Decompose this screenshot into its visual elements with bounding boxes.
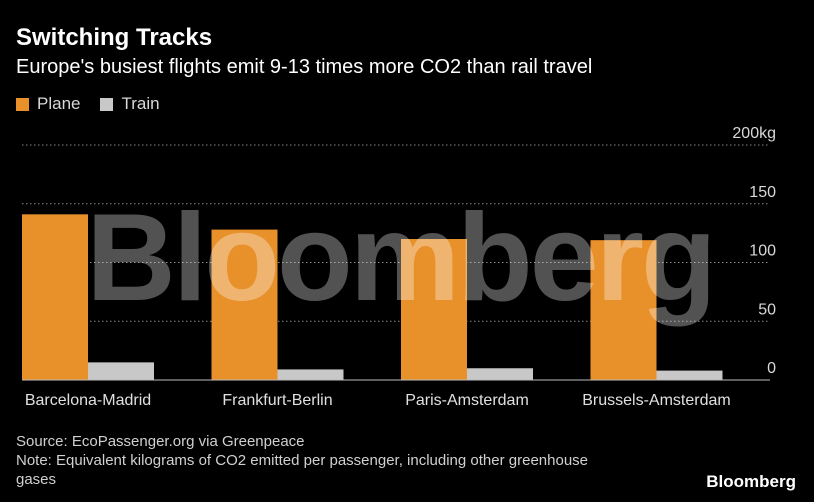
explanatory-note: Note: Equivalent kilograms of CO2 emitte… xyxy=(16,452,588,488)
footer: Source: EcoPassenger.org via Greenpeace … xyxy=(16,432,616,489)
legend-item-train: Train xyxy=(100,94,160,114)
y-tick-label: 50 xyxy=(758,301,776,318)
chart-subtitle: Europe's busiest flights emit 9-13 times… xyxy=(16,56,593,78)
brand-logo: Bloomberg xyxy=(706,472,796,491)
y-tick-label: 150 xyxy=(749,184,776,201)
y-tick-label: 200kg xyxy=(732,125,776,142)
bar-train xyxy=(656,370,723,380)
watermark: Bloomberg xyxy=(86,189,713,327)
y-tick-label: 0 xyxy=(767,360,776,377)
source-note: Source: EcoPassenger.org via Greenpeace xyxy=(16,433,305,450)
bar-plane xyxy=(22,214,88,380)
legend: Plane Train xyxy=(16,94,180,114)
bar-train xyxy=(88,362,154,380)
bar-plane xyxy=(401,239,467,380)
bar-chart: 0 50 100 150 200kg Barcelona-Madrid Frankfurt-… xyxy=(22,125,776,409)
x-tick-label: Paris-Amsterdam xyxy=(405,392,529,409)
x-tick-label: Frankfurt-Berlin xyxy=(222,392,332,409)
x-tick-label: Barcelona-Madrid xyxy=(25,392,151,409)
legend-label-plane: Plane xyxy=(37,94,81,113)
legend-label-train: Train xyxy=(121,94,160,113)
chart-title: Switching Tracks xyxy=(16,24,213,51)
bar-plane xyxy=(211,229,278,380)
bar-train xyxy=(277,369,344,380)
legend-swatch-train xyxy=(100,97,114,111)
bar-train xyxy=(467,368,533,380)
bar-plane xyxy=(590,240,657,380)
x-tick-label: Brussels-Amsterdam xyxy=(582,392,730,409)
legend-swatch-plane xyxy=(16,97,29,111)
y-tick-label: 100 xyxy=(749,243,776,260)
legend-item-plane: Plane xyxy=(16,94,80,114)
